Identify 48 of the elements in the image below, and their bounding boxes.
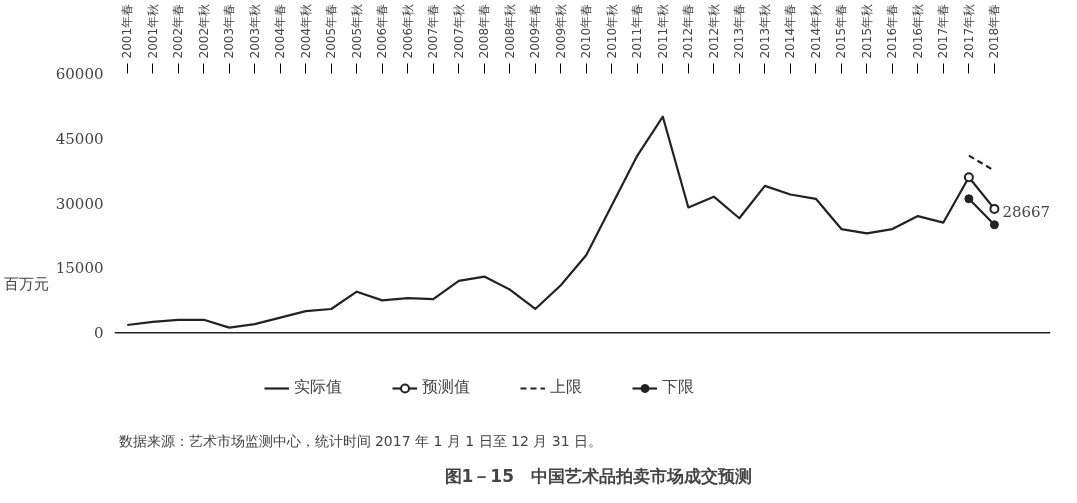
x-tick-label: 2001年春 — [120, 3, 135, 59]
x-tick-label: 2016年秋 — [910, 3, 925, 59]
x-tick-label: 2007年秋 — [451, 3, 466, 59]
x-tick-label: 2012年春 — [681, 3, 696, 59]
x-tick-label: 2013年春 — [732, 3, 747, 59]
x-tick-label: 2014年秋 — [808, 3, 823, 59]
x-tick-label: 2008年秋 — [502, 3, 517, 59]
x-tick-label: 2014年春 — [783, 3, 798, 59]
x-tick-label: 2018年春 — [987, 3, 1002, 59]
x-tick-label: 2009年春 — [528, 3, 543, 59]
x-tick-label: 2004年春 — [273, 3, 288, 59]
y-tick-label: 30000 — [55, 194, 104, 213]
annotation: 28667 — [1002, 202, 1051, 221]
x-tick-label: 2005年春 — [324, 3, 339, 59]
y-axis-title: 百万元 — [3, 274, 49, 293]
x-tick-label: 2006年春 — [375, 3, 390, 59]
x-tick-label: 2010年春 — [579, 3, 594, 59]
x-tick-label: 2011年秋 — [655, 3, 670, 59]
x-tick-label: 2006年秋 — [400, 3, 415, 59]
x-tick-label: 2017年春 — [936, 3, 951, 59]
x-tick-label: 2012年秋 — [706, 3, 721, 59]
y-tick-label: 15000 — [55, 259, 104, 278]
x-tick-label: 2015年秋 — [859, 3, 874, 59]
x-tick-label: 2015年春 — [834, 3, 849, 59]
x-tick-label: 2003年秋 — [247, 3, 262, 59]
x-tick-label: 2004年秋 — [298, 3, 313, 59]
y-tick-label: 45000 — [55, 129, 104, 148]
text: 图1－15 中国艺术品拍卖市场成交预测 — [444, 465, 752, 486]
x-tick-label: 2009年秋 — [553, 3, 568, 59]
legend-label: 实际值 — [294, 377, 342, 398]
legend-label: 下限 — [662, 377, 694, 398]
x-tick-label: 2016年春 — [885, 3, 900, 59]
x-tick-label: 2007年春 — [426, 3, 441, 59]
x-tick-label: 2017年秋 — [961, 3, 976, 59]
legend-label: 预测值 — [422, 377, 470, 398]
x-tick-label: 2013年秋 — [757, 3, 772, 59]
x-tick-label: 2002年秋 — [196, 3, 211, 59]
x-tick-label: 2005年秋 — [349, 3, 364, 59]
x-tick-label: 2002年春 — [171, 3, 186, 59]
x-tick-label: 2001年秋 — [145, 3, 160, 59]
x-tick-label: 2008年春 — [477, 3, 492, 59]
x-tick-label: 2010年秋 — [604, 3, 619, 59]
y-tick-label: 0 — [93, 324, 104, 343]
x-tick-label: 2011年春 — [630, 3, 645, 59]
source-note: 数据来源：艺术市场监测中心，统计时间 2017 年 1 月 1 日至 12 月 31 日。 — [118, 432, 603, 449]
legend-label: 上限 — [550, 377, 582, 398]
x-tick-label: 2003年春 — [222, 3, 237, 59]
y-tick-label: 60000 — [55, 65, 104, 83]
